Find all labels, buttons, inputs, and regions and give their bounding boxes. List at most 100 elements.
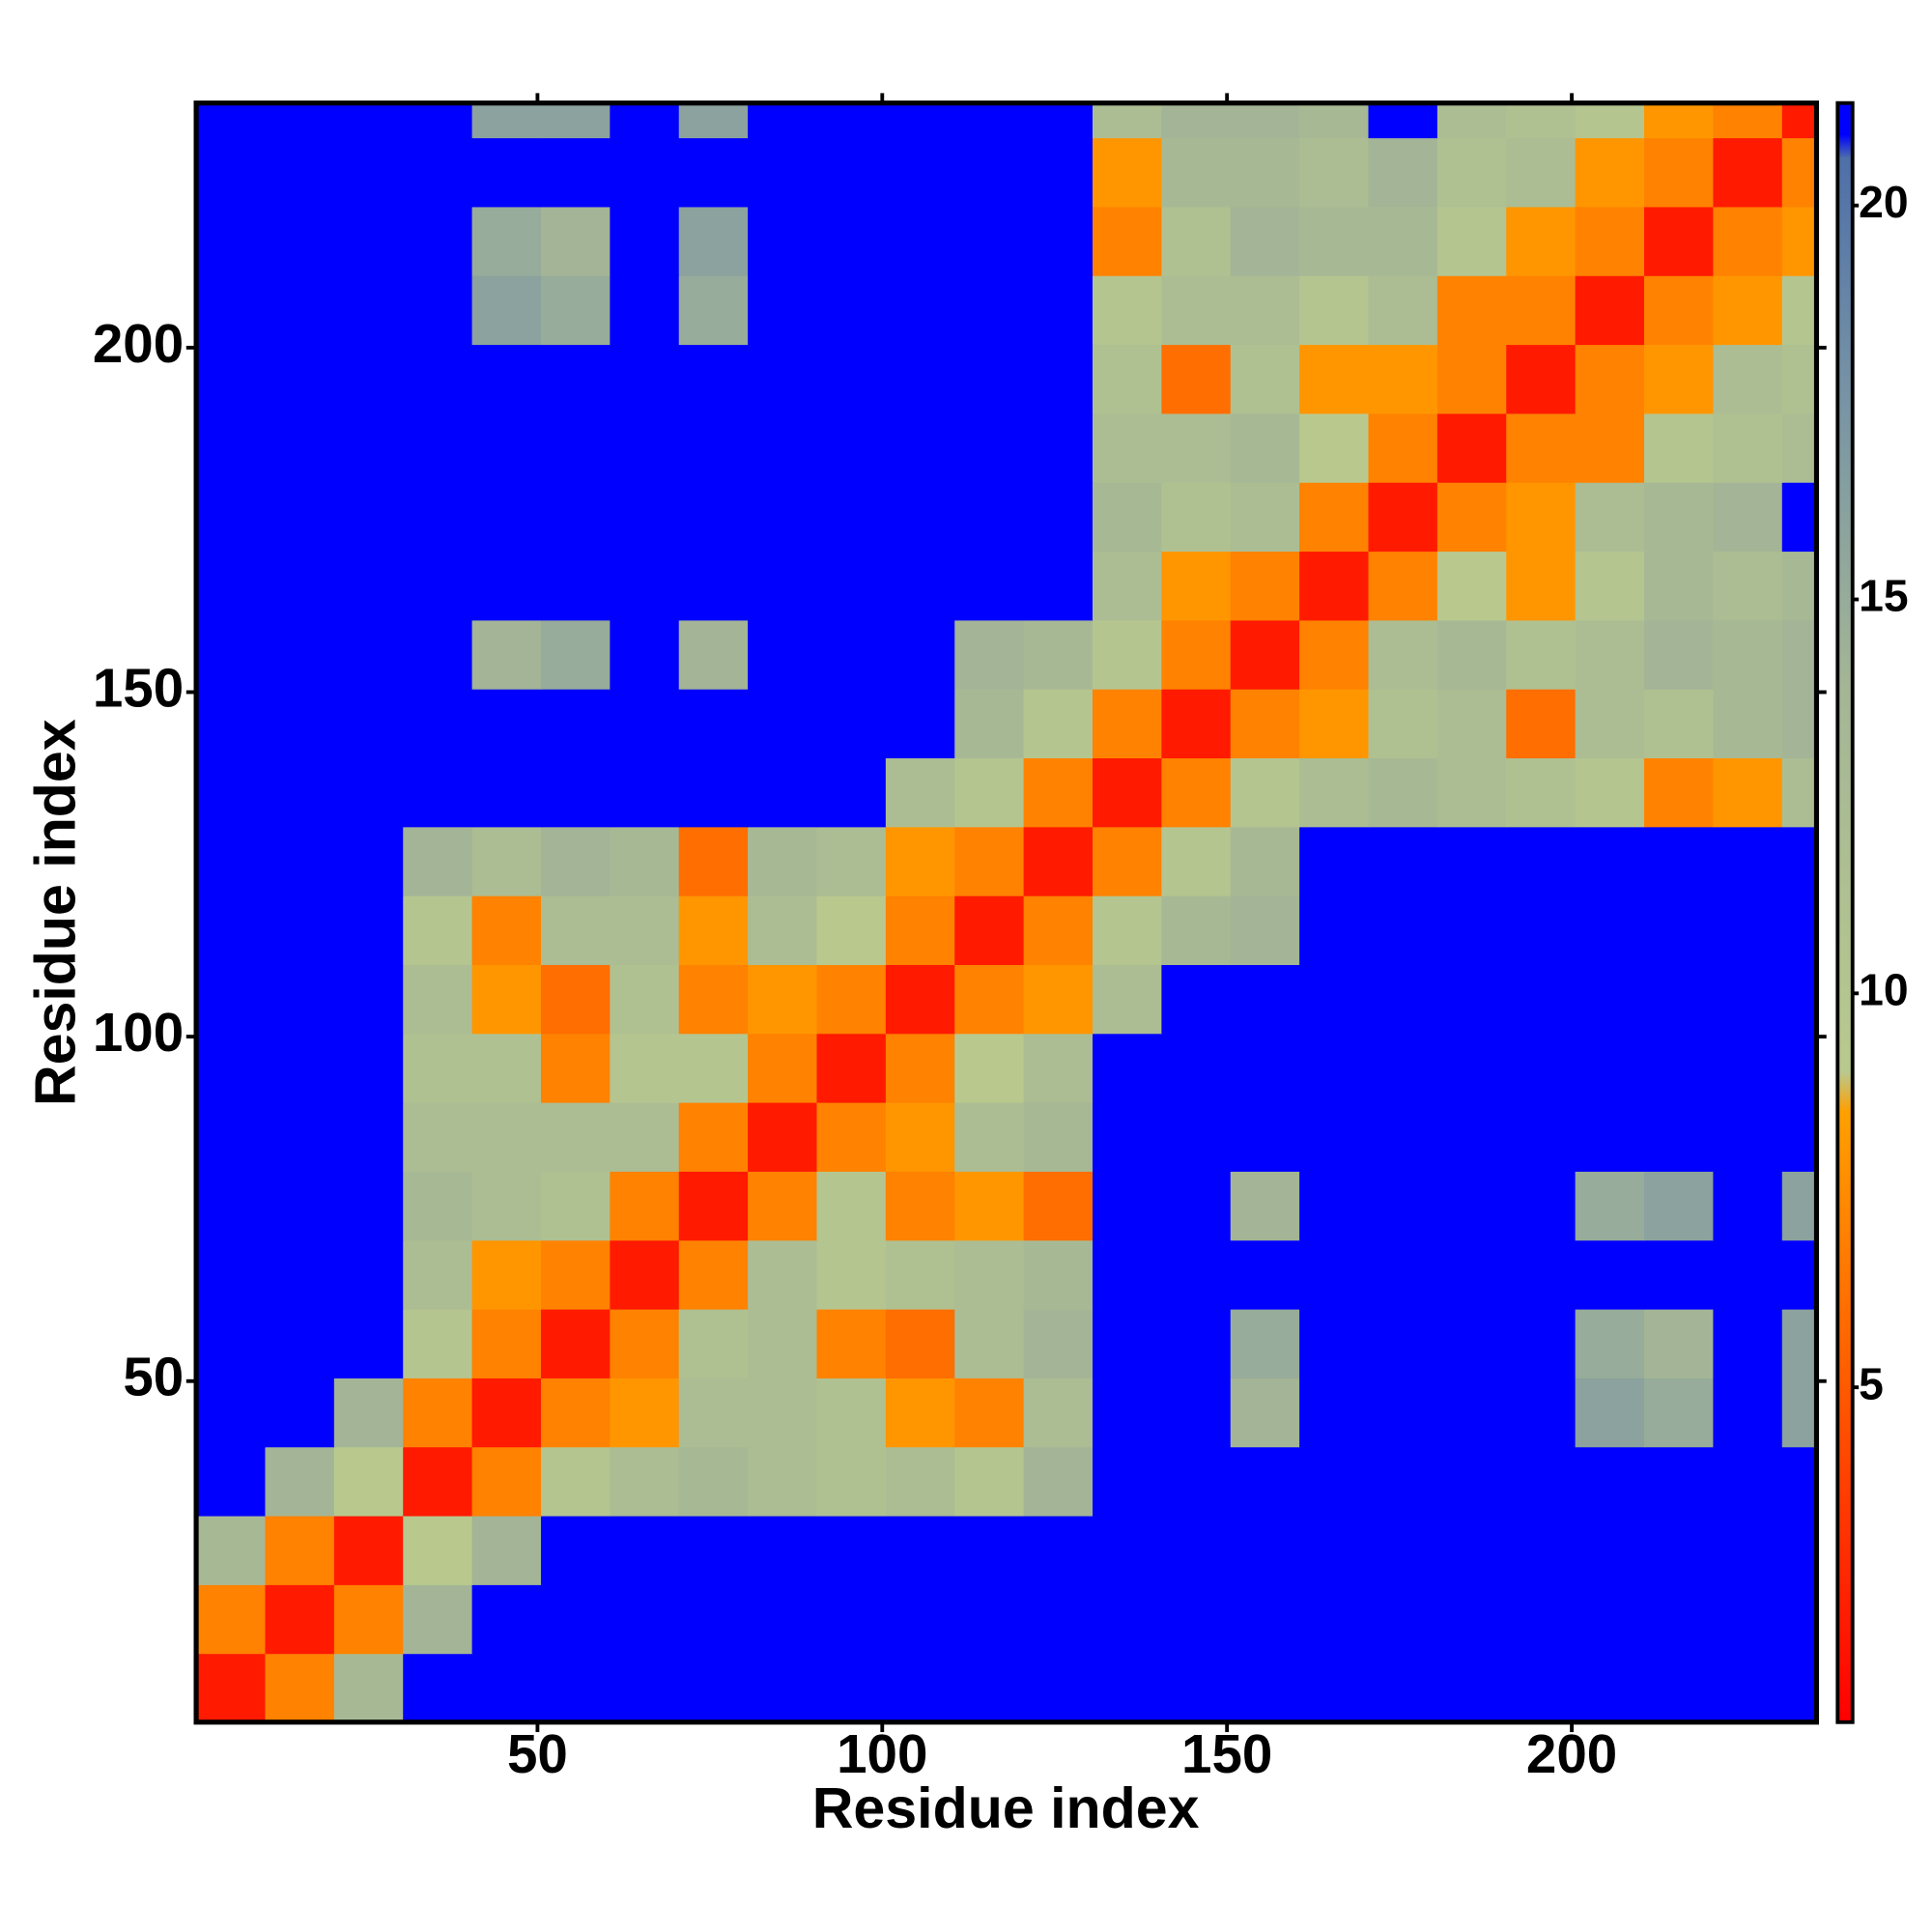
heatmap-cell [403,274,473,346]
heatmap-cell [196,137,267,208]
heatmap-cell [1713,1378,1783,1448]
heatmap-cell [816,1101,887,1172]
heatmap-cell [1092,412,1163,483]
heatmap-cell [610,1171,680,1241]
heatmap-cell [1436,1033,1508,1103]
heatmap-cell [1368,412,1438,483]
heatmap-cell [196,895,267,965]
x-tick-label: 100 [837,1723,927,1784]
heatmap-cell [403,1308,473,1378]
heatmap-cell [471,1446,542,1517]
heatmap-cell [471,1171,542,1241]
heatmap-cell [1436,895,1508,965]
heatmap-cell [1299,344,1370,414]
heatmap-cell [196,206,267,276]
heatmap-cell [1092,1446,1163,1517]
heatmap-cell [1506,206,1577,276]
heatmap-cell [816,137,887,208]
heatmap-cell [1506,1515,1577,1585]
heatmap-cell [1023,619,1094,690]
heatmap-cell [1713,1584,1783,1655]
heatmap-cell [333,1378,404,1448]
heatmap-cell [885,412,956,483]
heatmap-cell [1023,206,1094,276]
y-tick-label: 50 [123,1347,184,1407]
heatmap-cell [1436,1239,1508,1310]
heatmap-cell [1436,688,1508,759]
y-axis-title: Residue index [22,719,87,1106]
heatmap-cell [1436,1653,1508,1723]
heatmap-cell [333,344,404,414]
heatmap-cell [1575,1378,1645,1448]
heatmap-cell [678,206,749,276]
colorbar-tick-label: 5 [1859,1358,1884,1408]
heatmap-cell [610,1515,680,1585]
heatmap-cell [1299,274,1370,346]
heatmap-cell [1230,344,1300,414]
heatmap-cell [1368,964,1438,1035]
heatmap-cell [1092,481,1163,553]
heatmap-cell [748,551,818,621]
heatmap-cell [1299,1308,1370,1378]
heatmap-cell [610,102,680,139]
heatmap-cell [196,412,267,483]
heatmap-cell [403,1239,473,1310]
heatmap-cell [816,274,887,346]
heatmap-cell [954,895,1025,965]
heatmap-cell [403,1378,473,1448]
heatmap-cell [1092,964,1163,1035]
heatmap-cell [196,1101,267,1172]
heatmap-cell [333,1584,404,1655]
heatmap-cell [1644,1308,1715,1378]
heatmap-cell [1230,1446,1300,1517]
heatmap-cell [678,1584,749,1655]
heatmap-cell [885,895,956,965]
heatmap-cell [954,1446,1025,1517]
heatmap-cell [1161,964,1232,1035]
heatmap-cell [471,895,542,965]
heatmap-cell [1161,412,1232,483]
heatmap-cell [1368,1101,1438,1172]
heatmap-cell [1436,1171,1508,1241]
heatmap-cell [748,1446,818,1517]
heatmap-cell [265,826,335,896]
heatmap-cell [471,344,542,414]
heatmap-cell [1506,688,1577,759]
heatmap-cell [1644,1653,1715,1723]
heatmap-cell [1368,688,1438,759]
heatmap-cell [748,619,818,690]
heatmap-cell [678,412,749,483]
heatmap-cell [1230,274,1300,346]
heatmap-cell [1161,137,1232,208]
heatmap-cell [1781,1171,1818,1241]
heatmap-cell [540,412,611,483]
heatmap-cell [1506,481,1577,553]
heatmap-cell [610,1584,680,1655]
heatmap-cell [403,964,473,1035]
heatmap-cell [1506,1308,1577,1378]
heatmap-cell [1023,137,1094,208]
heatmap-cell [678,1171,749,1241]
heatmap-cell [610,1653,680,1723]
heatmap-cell [1781,964,1818,1035]
heatmap-cell [885,344,956,414]
heatmap-cell [748,964,818,1035]
x-tick-label: 50 [507,1723,568,1784]
heatmap-cell [333,1653,404,1723]
heatmap-cell [1299,964,1370,1035]
heatmap-cell [265,412,335,483]
heatmap-cell [1644,102,1715,139]
heatmap-cell [1781,344,1818,414]
heatmap-cell [471,412,542,483]
heatmap-cell [954,757,1025,828]
heatmap-cell [471,757,542,828]
heatmap-cell [403,619,473,690]
heatmap-cell [816,895,887,965]
heatmap-cell [1644,344,1715,414]
heatmap-cell [333,826,404,896]
heatmap-cell [748,1239,818,1310]
heatmap-cell [610,412,680,483]
heatmap-cell [333,895,404,965]
heatmap-cell [1368,274,1438,346]
heatmap-cell [265,1101,335,1172]
